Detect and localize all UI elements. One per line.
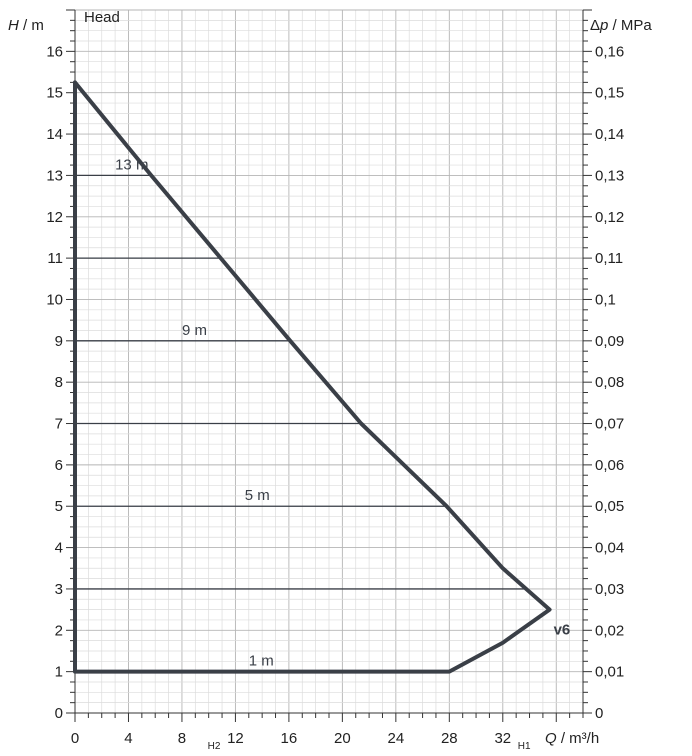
y-tick-label: 5 — [55, 498, 63, 515]
y-tick-label: 6 — [55, 457, 63, 474]
y2-axis-unit: / MPa — [608, 17, 652, 34]
y-tick-label: 10 — [46, 291, 63, 308]
y-tick-label: 8 — [55, 374, 63, 391]
y2-tick-label: 0,02 — [595, 622, 624, 639]
y-tick-label: 1 — [55, 664, 63, 681]
x-tick-label: 28 — [441, 730, 458, 747]
y2-tick-label: 0,13 — [595, 167, 624, 184]
y-tick-label: 13 — [46, 167, 63, 184]
series-curve-v6 — [73, 80, 552, 674]
y-tick-label: 4 — [55, 540, 63, 557]
setpoint-level-label: 9 m — [182, 322, 207, 339]
x-tick-label: 12 — [227, 730, 244, 747]
y2-tick-label: 0,04 — [595, 540, 624, 557]
y2-tick-label: 0,01 — [595, 664, 624, 681]
x-axis-var: Q — [545, 730, 557, 747]
y2-axis-prefix: Δ — [590, 17, 600, 34]
x-tick-label: 0 — [71, 730, 79, 747]
y-tick-label: 16 — [46, 43, 63, 60]
series-label: v6 — [554, 621, 571, 638]
y2-tick-label: 0,07 — [595, 416, 624, 433]
y2-tick-label: 0 — [595, 705, 603, 722]
x-tick-label: 24 — [387, 730, 404, 747]
setpoint-levels: 13 m9 m5 m1 m — [75, 156, 525, 673]
x-axis-title: Q / m³/h — [545, 730, 599, 747]
setpoint-level-label: 1 m — [249, 653, 274, 670]
y-tick-label: 2 — [55, 622, 63, 639]
y-tick-label: 7 — [55, 416, 63, 433]
y-axis-unit: / m — [19, 17, 44, 34]
y2-tick-label: 0,14 — [595, 126, 624, 143]
y-tick-label: 0 — [55, 705, 63, 722]
y-tick-label: 12 — [46, 209, 63, 226]
series-group: v6 — [73, 80, 571, 674]
x-tick-label: 20 — [334, 730, 351, 747]
y2-axis-var: p — [599, 17, 608, 34]
x-marker-label: H1 — [518, 741, 531, 752]
y2-tick-label: 0,06 — [595, 457, 624, 474]
x-tick-label: 8 — [178, 730, 186, 747]
x-tick-label: 4 — [124, 730, 132, 747]
x-tick-label: 16 — [281, 730, 298, 747]
y2-axis-title: Δp / MPa — [590, 17, 652, 34]
y2-tick-label: 0,11 — [595, 250, 623, 267]
y2-tick-label: 0,03 — [595, 581, 624, 598]
y2-tick-label: 0,16 — [595, 43, 624, 60]
y2-tick-label: 0,15 — [595, 85, 624, 102]
grid — [74, 9, 584, 714]
x-marker-label: H2 — [208, 741, 221, 752]
y-tick-label: 15 — [46, 85, 63, 102]
y2-tick-label: 0,08 — [595, 374, 624, 391]
y-tick-label: 14 — [46, 126, 63, 143]
y-axis-var: H — [8, 17, 19, 34]
y-tick-label: 9 — [55, 333, 63, 350]
y2-tick-label: 0,09 — [595, 333, 624, 350]
y-tick-label: 11 — [47, 250, 63, 267]
y2-tick-label: 0,12 — [595, 209, 624, 226]
chart-title: Head — [84, 9, 120, 26]
y-tick-label: 3 — [55, 581, 63, 598]
y2-tick-label: 0,05 — [595, 498, 624, 515]
y2-tick-label: 0,1 — [595, 291, 616, 308]
x-axis-unit: / m³/h — [557, 730, 600, 747]
x-tick-label: 32 — [494, 730, 511, 747]
setpoint-level-label: 5 m — [245, 487, 270, 504]
y-axis-title: H / m — [8, 17, 44, 34]
labels: H / m Head Δp / MPa Q / m³/h — [8, 9, 652, 747]
